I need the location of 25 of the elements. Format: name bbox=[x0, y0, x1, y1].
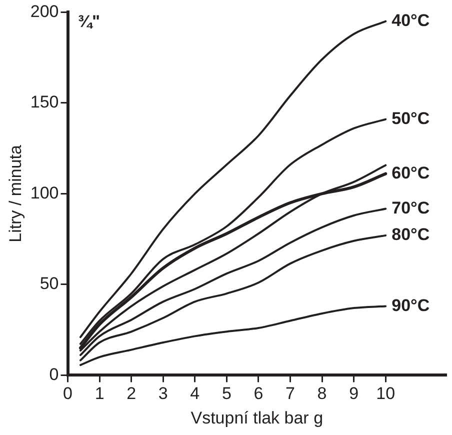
x-tick-label: 5 bbox=[222, 384, 232, 404]
series-label: 70°C bbox=[392, 198, 430, 218]
annotation: ¾" bbox=[78, 12, 100, 31]
x-tick-label: 9 bbox=[349, 384, 359, 404]
x-axis-title: Vstupní tlak bar g bbox=[190, 408, 324, 428]
x-tick-label: 4 bbox=[190, 384, 200, 404]
series-label: 80°C bbox=[392, 225, 430, 244]
y-tick-label: 50 bbox=[40, 274, 59, 294]
series-label: 40°C bbox=[392, 10, 430, 30]
series-label: 50°C bbox=[392, 108, 430, 128]
y-tick-label: 0 bbox=[49, 364, 59, 384]
x-tick-label: 10 bbox=[376, 384, 396, 404]
y-tick-label: 150 bbox=[30, 92, 59, 112]
series-label: 90°C bbox=[392, 296, 430, 315]
y-tick-label: 100 bbox=[30, 183, 59, 202]
x-tick-label: 7 bbox=[286, 384, 295, 404]
y-tick-label: 200 bbox=[30, 2, 59, 21]
x-tick-label: 2 bbox=[126, 384, 136, 404]
series-label: 60°C bbox=[392, 163, 430, 182]
x-tick-label: 3 bbox=[158, 384, 168, 404]
y-axis-title: Litry / minuta bbox=[6, 144, 25, 242]
x-tick-label: 6 bbox=[254, 384, 264, 404]
x-tick-label: 8 bbox=[317, 384, 327, 404]
x-tick-label: 0 bbox=[63, 384, 72, 404]
x-tick-label: 1 bbox=[94, 384, 104, 404]
